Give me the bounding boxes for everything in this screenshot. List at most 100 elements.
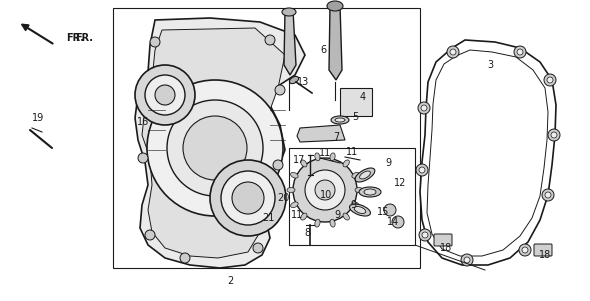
- Circle shape: [418, 102, 430, 114]
- Circle shape: [275, 85, 285, 95]
- Circle shape: [522, 247, 528, 253]
- Circle shape: [265, 35, 275, 45]
- Text: 7: 7: [333, 132, 339, 142]
- Text: 14: 14: [387, 217, 399, 227]
- Circle shape: [542, 189, 554, 201]
- FancyBboxPatch shape: [534, 244, 552, 256]
- Circle shape: [419, 229, 431, 241]
- Circle shape: [227, 177, 283, 233]
- Text: 19: 19: [32, 113, 44, 123]
- Ellipse shape: [301, 160, 307, 167]
- Circle shape: [416, 164, 428, 176]
- Text: 11: 11: [346, 147, 358, 157]
- Polygon shape: [297, 125, 345, 142]
- Text: FR.: FR.: [75, 33, 93, 43]
- Text: 18: 18: [539, 250, 551, 260]
- Circle shape: [547, 77, 553, 83]
- Circle shape: [447, 46, 459, 58]
- Bar: [113, 8, 420, 268]
- Text: 6: 6: [320, 45, 326, 55]
- Text: 21: 21: [262, 213, 274, 223]
- Polygon shape: [135, 18, 305, 268]
- Text: 2: 2: [227, 276, 233, 286]
- Circle shape: [155, 85, 175, 105]
- Ellipse shape: [349, 204, 371, 216]
- Ellipse shape: [331, 116, 349, 124]
- Circle shape: [514, 46, 526, 58]
- Bar: [340, 88, 372, 116]
- Circle shape: [419, 167, 425, 173]
- Ellipse shape: [315, 219, 320, 227]
- Ellipse shape: [359, 187, 381, 197]
- Circle shape: [392, 216, 404, 228]
- Circle shape: [253, 243, 263, 253]
- Circle shape: [422, 232, 428, 238]
- Circle shape: [147, 80, 283, 216]
- Ellipse shape: [287, 188, 295, 193]
- Ellipse shape: [352, 172, 359, 178]
- Circle shape: [138, 153, 148, 163]
- Circle shape: [421, 105, 427, 111]
- Ellipse shape: [359, 171, 371, 179]
- Ellipse shape: [315, 153, 320, 161]
- Text: 11: 11: [319, 148, 331, 158]
- Ellipse shape: [291, 172, 298, 178]
- Text: 16: 16: [137, 117, 149, 127]
- Circle shape: [305, 170, 345, 210]
- Polygon shape: [329, 5, 342, 80]
- Ellipse shape: [290, 76, 299, 84]
- Circle shape: [232, 182, 264, 214]
- Ellipse shape: [343, 213, 349, 220]
- Circle shape: [150, 37, 160, 47]
- Bar: [289, 148, 415, 245]
- Ellipse shape: [301, 213, 307, 220]
- Text: 10: 10: [320, 190, 332, 200]
- Circle shape: [450, 49, 456, 55]
- Circle shape: [384, 204, 396, 216]
- Circle shape: [167, 100, 263, 196]
- Text: 15: 15: [377, 207, 389, 217]
- Circle shape: [461, 254, 473, 266]
- Ellipse shape: [330, 153, 335, 161]
- Text: 8: 8: [304, 228, 310, 238]
- Circle shape: [273, 160, 283, 170]
- Ellipse shape: [330, 219, 335, 227]
- Circle shape: [548, 129, 560, 141]
- Circle shape: [517, 49, 523, 55]
- Text: 11: 11: [291, 210, 303, 220]
- Circle shape: [519, 244, 531, 256]
- Circle shape: [315, 180, 335, 200]
- Circle shape: [180, 253, 190, 263]
- Circle shape: [145, 230, 155, 240]
- Ellipse shape: [355, 168, 375, 182]
- Polygon shape: [420, 40, 556, 265]
- Text: 9: 9: [385, 158, 391, 168]
- Circle shape: [544, 74, 556, 86]
- Circle shape: [183, 116, 247, 180]
- Ellipse shape: [291, 202, 298, 208]
- Ellipse shape: [343, 160, 349, 167]
- Circle shape: [135, 65, 195, 125]
- Ellipse shape: [327, 1, 343, 11]
- Polygon shape: [284, 10, 296, 75]
- Text: 20: 20: [277, 193, 289, 203]
- Text: 13: 13: [297, 77, 309, 87]
- Text: 9: 9: [334, 210, 340, 220]
- Text: 4: 4: [360, 92, 366, 102]
- Circle shape: [464, 257, 470, 263]
- Text: 9: 9: [350, 200, 356, 210]
- Ellipse shape: [352, 202, 359, 208]
- Ellipse shape: [364, 189, 376, 195]
- Ellipse shape: [282, 8, 296, 16]
- Text: 3: 3: [487, 60, 493, 70]
- Circle shape: [145, 75, 185, 115]
- Polygon shape: [142, 28, 285, 258]
- Circle shape: [210, 160, 286, 236]
- Ellipse shape: [335, 118, 345, 122]
- Ellipse shape: [355, 188, 363, 193]
- Circle shape: [545, 192, 551, 198]
- Circle shape: [221, 171, 275, 225]
- Text: 17: 17: [293, 155, 305, 165]
- Circle shape: [293, 158, 357, 222]
- Circle shape: [237, 187, 273, 223]
